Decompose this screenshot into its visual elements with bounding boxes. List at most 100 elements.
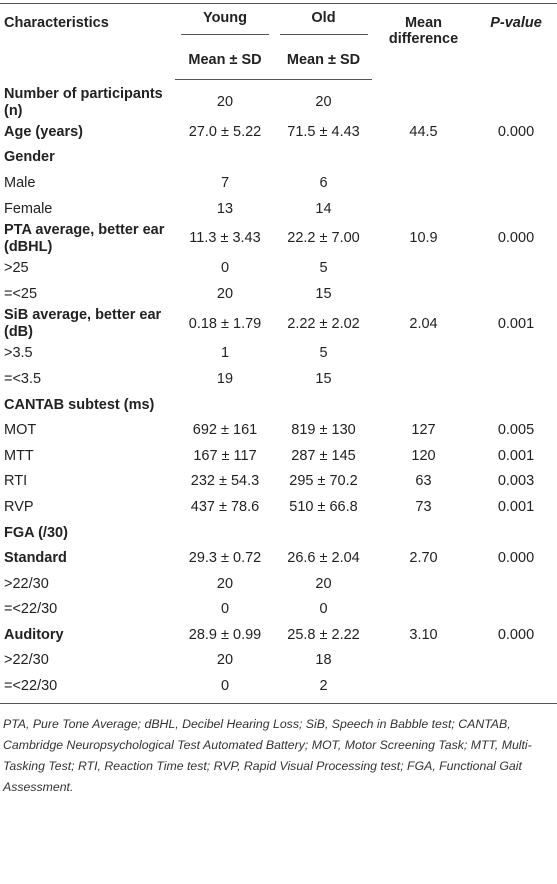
header-group: Old xyxy=(279,10,368,35)
cell: 692 ± 161 xyxy=(192,422,258,439)
cell: 3.10 xyxy=(409,626,438,643)
row-label: Male xyxy=(4,174,36,191)
cell: 20 xyxy=(216,94,234,111)
cell: 0.000 xyxy=(497,123,535,140)
table-row: MOT 692 ± 161 819 ± 130 127 0.005 xyxy=(0,418,557,444)
cell xyxy=(475,673,557,705)
cell: 20 xyxy=(216,575,234,592)
cell xyxy=(372,597,475,623)
cell: 510 ± 66.8 xyxy=(289,498,358,515)
row-label: RVP xyxy=(4,498,34,515)
table-row: Gender xyxy=(0,145,557,171)
footnote: PTA, Pure Tone Average; dBHL, Decibel He… xyxy=(3,717,532,795)
row-label: PTA average, better ear (dBHL) xyxy=(4,221,165,255)
header-cell: P-value xyxy=(475,3,557,80)
table-row: PTA average, better ear (dBHL) 11.3 ± 3.4… xyxy=(0,222,557,256)
cell: 18 xyxy=(315,652,332,669)
cell xyxy=(475,367,557,393)
row-label: RTI xyxy=(4,473,28,490)
cell: 13 xyxy=(216,200,234,217)
cell: 20 xyxy=(315,575,332,592)
cell xyxy=(175,520,275,546)
cell: 295 ± 70.2 xyxy=(289,473,358,490)
cell: 20 xyxy=(315,94,332,111)
cell: 2.22 ± 2.02 xyxy=(287,315,360,332)
cell: 6 xyxy=(319,174,328,191)
header-cell: Characteristics xyxy=(0,3,175,80)
table-row: >25 0 5 xyxy=(0,256,557,282)
cell xyxy=(372,367,475,393)
cell: 20 xyxy=(216,652,234,669)
cell: 11.3 ± 3.43 xyxy=(189,230,261,247)
cell: 819 ± 130 xyxy=(291,422,356,439)
header-row: Mean ± SD Mean ± SD xyxy=(0,41,557,80)
header-cell: Mean difference xyxy=(372,3,475,80)
cell: 26.6 ± 2.04 xyxy=(287,550,360,567)
table-row: Female 13 14 xyxy=(0,196,557,222)
header-cell: Mean ± SD xyxy=(275,41,372,80)
table-header: Characteristics Young Old Mean differenc… xyxy=(0,3,557,80)
row-label: =<25 xyxy=(4,285,38,302)
cell: 0 xyxy=(319,601,328,618)
row-label: Standard xyxy=(4,550,67,567)
cell xyxy=(475,145,557,171)
cell: 2.04 xyxy=(409,315,438,332)
cell: 28.9 ± 0.99 xyxy=(188,626,262,643)
cell xyxy=(275,392,372,418)
row-label: CANTAB subtest (ms) xyxy=(4,396,155,413)
table-row: Standard 29.3 ± 0.72 26.6 ± 2.04 2.70 0.000 xyxy=(0,546,557,572)
cell: 25.8 ± 2.22 xyxy=(287,626,360,643)
row-label: Auditory xyxy=(4,626,64,643)
cell xyxy=(372,196,475,222)
page: Characteristics Young Old Mean differenc… xyxy=(0,3,557,884)
cell xyxy=(372,648,475,674)
table-row: Male 7 6 xyxy=(0,171,557,197)
header-cell: Old xyxy=(275,3,372,41)
cell: 27.0 ± 5.22 xyxy=(188,123,262,140)
row-label: Female xyxy=(4,200,53,217)
cell: 0.18 ± 1.79 xyxy=(188,315,262,332)
cell xyxy=(275,145,372,171)
cell: 287 ± 145 xyxy=(291,447,356,464)
cell: 0.001 xyxy=(497,498,535,515)
table-body: Number of participants (n) 20 20 Age (years… xyxy=(0,80,557,705)
row-label: Age (years) xyxy=(4,123,83,140)
cell: 0.000 xyxy=(497,626,535,643)
cell xyxy=(475,648,557,674)
row-label: MOT xyxy=(4,422,37,439)
cell xyxy=(475,392,557,418)
cell: 1 xyxy=(220,345,230,362)
table-row: =<22/30 0 0 xyxy=(0,597,557,623)
row-label: SiB average, better ear (dB) xyxy=(4,307,162,341)
cell: 15 xyxy=(315,370,332,387)
cell: 0 xyxy=(175,673,275,705)
table-row: MTT 167 ± 117 287 ± 145 120 0.001 xyxy=(0,443,557,469)
cell: 20 xyxy=(216,285,234,302)
cell: 14 xyxy=(315,200,332,217)
table-row: Auditory 28.9 ± 0.99 25.8 ± 2.22 3.10 0.000 xyxy=(0,623,557,649)
table-row: RVP 437 ± 78.6 510 ± 66.8 73 0.001 xyxy=(0,495,557,521)
header-group: Young xyxy=(181,10,269,35)
cell: 120 xyxy=(411,447,436,464)
cell: 0 xyxy=(220,260,230,277)
row-label: =<22/30 xyxy=(4,601,58,618)
cell xyxy=(175,145,275,171)
cell: 2 xyxy=(275,673,372,705)
header-cell: Mean ± SD xyxy=(175,41,275,80)
cell: 29.3 ± 0.72 xyxy=(188,550,262,567)
row-label: =<22/30 xyxy=(0,673,175,705)
cell: 5 xyxy=(319,260,328,277)
cell xyxy=(475,281,557,307)
table-row: SiB average, better ear (dB) 0.18 ± 1.79 2… xyxy=(0,307,557,341)
cell: 127 xyxy=(411,422,436,439)
cell xyxy=(475,196,557,222)
table-row: FGA (/30) xyxy=(0,520,557,546)
cell xyxy=(372,520,475,546)
cell xyxy=(372,145,475,171)
cell xyxy=(475,80,557,120)
cell xyxy=(475,597,557,623)
cell xyxy=(372,281,475,307)
cell xyxy=(475,341,557,367)
cell: 63 xyxy=(415,473,432,490)
table-row: Age (years) 27.0 ± 5.22 71.5 ± 4.43 44.5 0.0… xyxy=(0,120,557,146)
